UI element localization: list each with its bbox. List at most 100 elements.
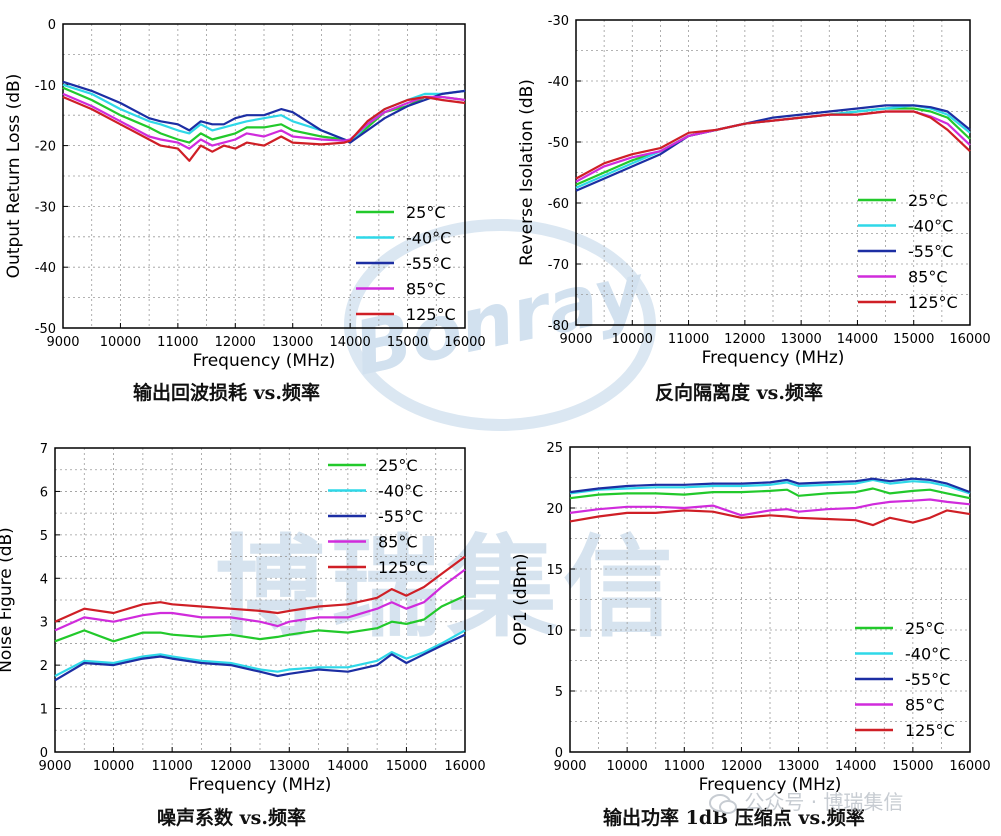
- y-tick-label: -10: [35, 79, 56, 94]
- y-tick-label: 0: [555, 746, 563, 761]
- series-line-t_55: [569, 477, 971, 494]
- x-tick-label: 15000: [892, 759, 933, 774]
- y-axis-label: OP1 (dBm): [511, 553, 531, 645]
- x-tick-label: 14000: [327, 759, 368, 774]
- chart-2: 9000 10000 11000 12000 13000 14000 15000 16000 -…: [517, 14, 991, 368]
- y-tick-label: 5: [555, 685, 563, 700]
- y-tick-label: -60: [548, 197, 569, 212]
- series-line-t_55: [62, 80, 466, 144]
- x-tick-label: 11000: [157, 335, 198, 350]
- y-tick-label: -30: [35, 200, 56, 215]
- x-tick-label: 11000: [664, 759, 705, 774]
- legend-label: 85°C: [908, 268, 948, 287]
- y-axis-label: Noise Figure (dB): [0, 527, 16, 673]
- legend-label: -40°C: [378, 482, 423, 501]
- series-line-t_40: [569, 478, 971, 495]
- legend-label: 125°C: [406, 305, 456, 324]
- x-tick-label: 9000: [38, 759, 71, 774]
- plot-frame: [62, 23, 466, 329]
- y-tick-label: -50: [35, 322, 56, 337]
- series-line-t125: [569, 509, 971, 527]
- legend-label: 25°C: [378, 456, 418, 475]
- x-axis-label: Frequency (MHz): [193, 351, 336, 371]
- series-line-t125: [575, 110, 971, 180]
- x-axis-label: Frequency (MHz): [189, 775, 332, 795]
- chart2-caption: 反向隔离度 vs.频率: [655, 382, 823, 404]
- x-tick-label: 13000: [778, 759, 819, 774]
- x-tick-label: 12000: [724, 332, 765, 347]
- series-line-t_55: [54, 633, 466, 682]
- series-line-t85: [569, 498, 971, 517]
- x-tick-label: 14000: [329, 335, 370, 350]
- x-tick-label: 10000: [612, 332, 653, 347]
- series-line-t_55: [575, 104, 971, 192]
- legend-label: -40°C: [908, 217, 953, 236]
- series-line-t25: [54, 594, 466, 643]
- y-tick-label: 0: [48, 18, 56, 33]
- x-tick-label: 9000: [46, 335, 79, 350]
- x-tick-label: 9000: [553, 759, 586, 774]
- legend-label: 85°C: [406, 280, 446, 299]
- x-tick-label: 10000: [606, 759, 647, 774]
- legend-label: 25°C: [908, 191, 948, 210]
- chart3-caption: 噪声系数 vs.频率: [157, 807, 306, 829]
- x-tick-label: 14000: [835, 759, 876, 774]
- legend-label: -40°C: [406, 229, 451, 248]
- y-tick-label: 4: [40, 572, 48, 587]
- wechat-icon: [709, 793, 737, 814]
- y-tick-label: 5: [40, 529, 48, 544]
- legend-label: 85°C: [378, 533, 418, 552]
- plot-frame: [569, 446, 971, 753]
- x-tick-label: 12000: [210, 759, 251, 774]
- legend-label: -55°C: [378, 507, 423, 526]
- y-tick-label: 2: [40, 659, 48, 674]
- y-tick-label: -20: [35, 140, 56, 155]
- x-tick-label: 16000: [949, 332, 990, 347]
- series-line-t25: [569, 487, 971, 500]
- x-tick-label: 11000: [151, 759, 192, 774]
- legend-label: -55°C: [905, 670, 950, 689]
- x-tick-label: 16000: [949, 759, 990, 774]
- x-tick-label: 10000: [100, 335, 141, 350]
- x-tick-label: 16000: [444, 335, 485, 350]
- x-tick-label: 12000: [721, 759, 762, 774]
- series-line-t125: [62, 95, 466, 162]
- y-tick-label: 7: [40, 442, 48, 457]
- series-line-t_40: [62, 83, 466, 144]
- y-tick-label: 0: [40, 746, 48, 761]
- x-axis-label: Frequency (MHz): [699, 775, 842, 795]
- y-tick-label: -40: [548, 75, 569, 90]
- legend-label: 25°C: [406, 203, 446, 222]
- x-tick-label: 13000: [780, 332, 821, 347]
- chart-1: 9000 10000 11000 12000 13000 14000 15000 16000 0…: [4, 18, 486, 371]
- legend-label: -55°C: [908, 242, 953, 261]
- legend-label: 125°C: [378, 558, 428, 577]
- y-tick-label: 20: [546, 502, 563, 517]
- y-tick-label: 1: [40, 703, 48, 718]
- legend-label: -40°C: [905, 645, 950, 664]
- chart-4: 9000 10000 11000 12000 13000 14000 15000 16000 0…: [511, 441, 991, 795]
- plot-frame: [575, 19, 971, 326]
- legend-label: 125°C: [905, 721, 955, 740]
- y-tick-label: 6: [40, 485, 48, 500]
- x-tick-label: 13000: [272, 335, 313, 350]
- y-axis-label: Reverse Isolation (dB): [517, 79, 537, 266]
- watermark-center-text: 博瑞集信: [215, 524, 679, 652]
- y-tick-label: -40: [35, 261, 56, 276]
- series-line-t85: [54, 568, 466, 632]
- legend-label: 85°C: [905, 696, 945, 715]
- x-tick-label: 14000: [837, 332, 878, 347]
- x-tick-label: 15000: [386, 759, 427, 774]
- y-tick-label: 25: [546, 441, 563, 456]
- x-tick-label: 11000: [668, 332, 709, 347]
- y-tick-label: -80: [548, 319, 569, 334]
- x-tick-label: 9000: [559, 332, 592, 347]
- footer-watermark-text: 公众号 · 博瑞集信: [744, 790, 904, 814]
- chart4-caption: 输出功率 1dB 压缩点 vs.频率: [603, 807, 865, 829]
- legend-label: 125°C: [908, 293, 958, 312]
- x-tick-label: 15000: [387, 335, 428, 350]
- x-tick-label: 16000: [444, 759, 485, 774]
- legend-label: -55°C: [406, 254, 451, 273]
- y-tick-label: -30: [548, 14, 569, 29]
